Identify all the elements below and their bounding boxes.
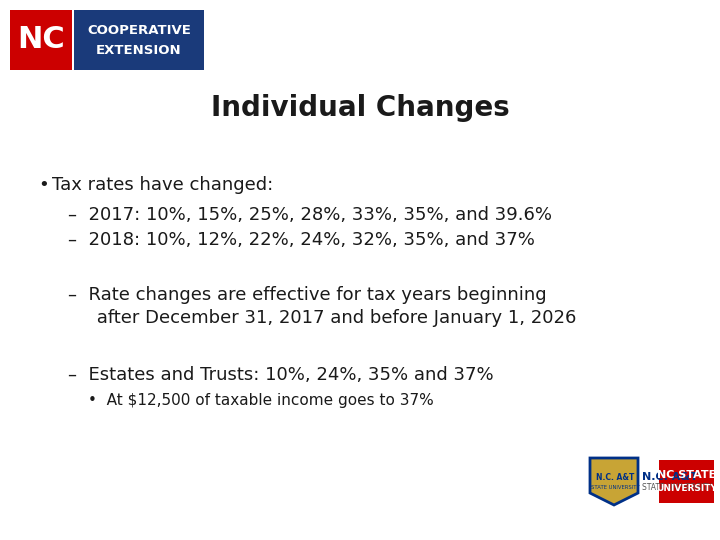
Text: after December 31, 2017 and before January 1, 2026: after December 31, 2017 and before Janua… [68, 309, 577, 327]
Text: UNIVERSITY: UNIVERSITY [656, 484, 717, 493]
Text: –  2018: 10%, 12%, 22%, 24%, 32%, 35%, and 37%: – 2018: 10%, 12%, 22%, 24%, 32%, 35%, an… [68, 231, 535, 249]
Text: –  2017: 10%, 15%, 25%, 28%, 33%, 35%, and 39.6%: – 2017: 10%, 15%, 25%, 28%, 33%, 35%, an… [68, 206, 552, 224]
Text: STATE UNIVERSITY: STATE UNIVERSITY [642, 483, 712, 492]
Text: •  At $12,500 of taxable income goes to 37%: • At $12,500 of taxable income goes to 3… [88, 393, 433, 408]
FancyBboxPatch shape [74, 10, 204, 70]
Text: N.C. A&T: N.C. A&T [596, 473, 634, 482]
Text: N.C. A&T: N.C. A&T [642, 471, 698, 482]
Text: COOPERATIVE: COOPERATIVE [87, 24, 191, 37]
Text: EXTENSION: EXTENSION [96, 44, 182, 57]
FancyBboxPatch shape [10, 10, 72, 70]
FancyBboxPatch shape [659, 460, 714, 503]
Polygon shape [590, 458, 638, 505]
Text: –  Rate changes are effective for tax years beginning: – Rate changes are effective for tax yea… [68, 286, 546, 304]
Text: •: • [38, 176, 49, 194]
Text: –  Estates and Trusts: 10%, 24%, 35% and 37%: – Estates and Trusts: 10%, 24%, 35% and … [68, 366, 494, 384]
Text: STATE UNIVERSITY: STATE UNIVERSITY [590, 485, 639, 490]
Text: NC STATE: NC STATE [657, 469, 716, 480]
Text: Tax rates have changed:: Tax rates have changed: [52, 176, 274, 194]
Text: Individual Changes: Individual Changes [211, 94, 509, 122]
Text: NC: NC [17, 25, 65, 55]
